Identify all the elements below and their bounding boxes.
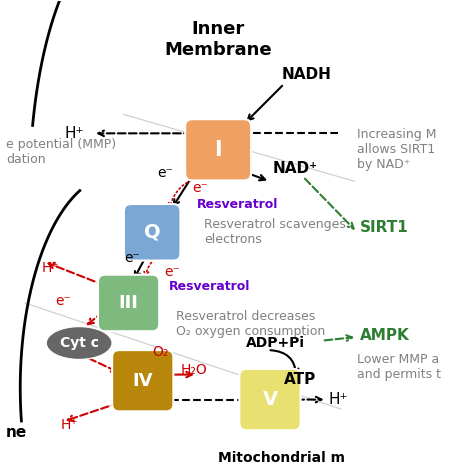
Text: Resveratrol scavenges
electrons: Resveratrol scavenges electrons — [204, 219, 346, 246]
Text: H⁺: H⁺ — [60, 419, 78, 432]
Text: e⁻: e⁻ — [164, 265, 180, 279]
FancyBboxPatch shape — [98, 275, 159, 331]
Text: e⁻: e⁻ — [192, 181, 208, 194]
Text: ADP+Pi: ADP+Pi — [246, 336, 305, 350]
Text: Resveratrol decreases
O₂ oxygen consumption: Resveratrol decreases O₂ oxygen consumpt… — [176, 310, 325, 338]
Text: V: V — [263, 390, 278, 409]
Text: e⁻: e⁻ — [157, 166, 173, 181]
Text: Resveratrol: Resveratrol — [197, 198, 278, 210]
Text: H⁺: H⁺ — [41, 261, 59, 274]
Text: Mitochondrial m: Mitochondrial m — [218, 451, 345, 465]
Text: Cyt c: Cyt c — [60, 336, 99, 350]
FancyBboxPatch shape — [112, 350, 173, 411]
FancyBboxPatch shape — [239, 369, 301, 430]
Text: NAD⁺: NAD⁺ — [273, 161, 318, 176]
Text: e⁻: e⁻ — [125, 251, 140, 265]
Text: AMPK: AMPK — [359, 328, 409, 344]
Text: III: III — [118, 294, 138, 312]
Text: H⁺: H⁺ — [64, 126, 84, 141]
Text: NADH: NADH — [282, 67, 332, 82]
Text: Inner
Membrane: Inner Membrane — [164, 20, 272, 59]
Text: ATP: ATP — [284, 372, 316, 387]
Text: IV: IV — [133, 372, 153, 390]
FancyBboxPatch shape — [185, 119, 251, 181]
Text: e⁻: e⁻ — [55, 293, 72, 308]
Text: I: I — [214, 140, 222, 160]
Text: ne: ne — [6, 425, 27, 440]
Text: e potential (MMP)
dation: e potential (MMP) dation — [6, 138, 116, 166]
Text: H⁺: H⁺ — [329, 392, 348, 407]
Text: SIRT1: SIRT1 — [359, 220, 408, 235]
Text: O₂: O₂ — [152, 345, 169, 359]
Text: H₂O: H₂O — [181, 363, 207, 377]
Text: Resveratrol: Resveratrol — [169, 280, 250, 293]
Text: Increasing M
allows SIRT1
by NAD⁺: Increasing M allows SIRT1 by NAD⁺ — [357, 128, 437, 171]
Ellipse shape — [46, 327, 112, 359]
FancyBboxPatch shape — [124, 204, 181, 261]
Text: Lower MMP a
and permits t: Lower MMP a and permits t — [357, 353, 441, 381]
Text: Q: Q — [144, 223, 161, 242]
